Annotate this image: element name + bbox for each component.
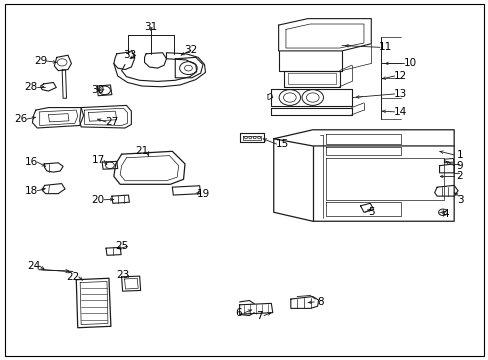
Text: 9: 9	[456, 161, 463, 171]
Text: 14: 14	[393, 107, 407, 117]
Text: 15: 15	[275, 139, 288, 149]
Text: 32: 32	[184, 45, 197, 55]
Text: 33: 33	[123, 50, 136, 60]
Text: 27: 27	[105, 117, 118, 127]
Text: 4: 4	[441, 209, 448, 219]
Text: 31: 31	[144, 22, 157, 32]
Text: 20: 20	[91, 195, 104, 205]
Text: 6: 6	[235, 308, 242, 318]
Text: 26: 26	[15, 114, 28, 124]
Text: 1: 1	[456, 150, 463, 160]
Text: 13: 13	[393, 89, 407, 99]
Text: 22: 22	[66, 272, 80, 282]
Text: 25: 25	[115, 241, 128, 251]
Text: 29: 29	[34, 56, 47, 66]
Text: 11: 11	[379, 42, 392, 52]
Text: 24: 24	[27, 261, 41, 271]
Text: 23: 23	[116, 270, 129, 280]
Text: 12: 12	[393, 71, 407, 81]
Text: 2: 2	[456, 171, 463, 181]
Text: 19: 19	[196, 189, 209, 199]
Text: 30: 30	[91, 85, 104, 95]
Text: 17: 17	[91, 155, 104, 165]
Text: 8: 8	[316, 297, 323, 307]
Text: 16: 16	[25, 157, 38, 167]
Text: 5: 5	[367, 207, 374, 217]
Text: 21: 21	[135, 146, 148, 156]
Text: 18: 18	[25, 186, 38, 196]
Text: 7: 7	[255, 311, 262, 320]
Text: 3: 3	[456, 195, 463, 205]
Text: 28: 28	[24, 82, 38, 92]
Text: 10: 10	[403, 58, 416, 68]
